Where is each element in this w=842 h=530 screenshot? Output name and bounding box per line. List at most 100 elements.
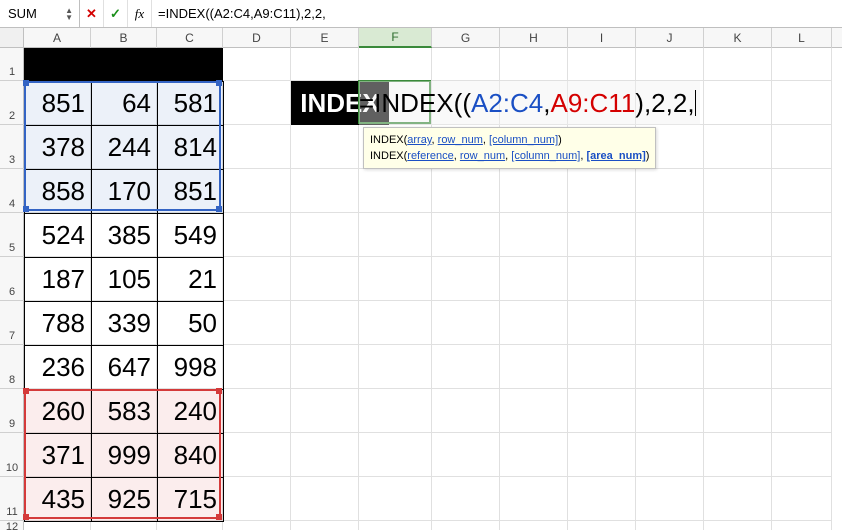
data-cell[interactable]: 999	[92, 434, 158, 478]
cell-I6[interactable]	[568, 257, 636, 301]
data-cell[interactable]: 50	[158, 302, 224, 346]
data-cell[interactable]: 371	[25, 434, 92, 478]
data-cell[interactable]: 925	[92, 478, 158, 522]
cell-K12[interactable]	[704, 521, 772, 530]
row-header-6[interactable]: 6	[0, 257, 24, 301]
data-cell[interactable]: 814	[158, 126, 224, 170]
column-header-C[interactable]: C	[157, 28, 223, 48]
cell-G11[interactable]	[432, 477, 500, 521]
cell-G8[interactable]	[432, 345, 500, 389]
cell-E5[interactable]	[291, 213, 359, 257]
cell-H12[interactable]	[500, 521, 568, 530]
data-cell[interactable]: 524	[25, 214, 92, 258]
cell-F7[interactable]	[359, 301, 432, 345]
data-cell[interactable]: 170	[92, 170, 158, 214]
inline-formula-editor[interactable]: =INDEX((A2:C4,A9:C11),2,2,	[359, 81, 700, 125]
column-header-K[interactable]: K	[704, 28, 772, 48]
column-header-H[interactable]: H	[500, 28, 568, 48]
name-box[interactable]: ▲ ▼	[0, 0, 80, 27]
column-header-E[interactable]: E	[291, 28, 359, 48]
cell-G7[interactable]	[432, 301, 500, 345]
function-arguments-tooltip[interactable]: INDEX(array, row_num, [column_num])INDEX…	[363, 127, 656, 169]
cell-J8[interactable]	[636, 345, 704, 389]
column-header-B[interactable]: B	[91, 28, 157, 48]
row-header-2[interactable]: 2	[0, 81, 24, 125]
row-header-11[interactable]: 11	[0, 477, 24, 521]
cell-K5[interactable]	[704, 213, 772, 257]
cell-D2[interactable]	[223, 81, 291, 125]
data-cell[interactable]: 840	[158, 434, 224, 478]
cell-K11[interactable]	[704, 477, 772, 521]
cell-E3[interactable]	[291, 125, 359, 169]
column-header-D[interactable]: D	[223, 28, 291, 48]
data-cell[interactable]: 851	[25, 82, 92, 126]
cells-area[interactable]: 8516458137824481485817085152438554918710…	[24, 48, 842, 530]
cell-I9[interactable]	[568, 389, 636, 433]
cell-L8[interactable]	[772, 345, 832, 389]
cell-B12[interactable]	[91, 521, 157, 530]
cell-J10[interactable]	[636, 433, 704, 477]
chevron-down-icon[interactable]: ▼	[65, 14, 73, 21]
cell-E4[interactable]	[291, 169, 359, 213]
name-box-input[interactable]	[6, 5, 56, 22]
cell-G12[interactable]	[432, 521, 500, 530]
data-cell[interactable]: 385	[92, 214, 158, 258]
data-cell[interactable]: 583	[92, 390, 158, 434]
cell-F12[interactable]	[359, 521, 432, 530]
accept-formula-button[interactable]: ✓	[104, 0, 128, 27]
cell-F5[interactable]	[359, 213, 432, 257]
cell-G5[interactable]	[432, 213, 500, 257]
cell-D5[interactable]	[223, 213, 291, 257]
row-header-4[interactable]: 4	[0, 169, 24, 213]
row-header-12[interactable]: 12	[0, 521, 24, 530]
cell-F8[interactable]	[359, 345, 432, 389]
cell-H7[interactable]	[500, 301, 568, 345]
cell-I10[interactable]	[568, 433, 636, 477]
cell-L6[interactable]	[772, 257, 832, 301]
cell-H6[interactable]	[500, 257, 568, 301]
cell-L2[interactable]	[772, 81, 832, 125]
row-header-7[interactable]: 7	[0, 301, 24, 345]
cell-J5[interactable]	[636, 213, 704, 257]
row-header-3[interactable]: 3	[0, 125, 24, 169]
cell-E7[interactable]	[291, 301, 359, 345]
cell-L7[interactable]	[772, 301, 832, 345]
cell-E12[interactable]	[291, 521, 359, 530]
cell-I8[interactable]	[568, 345, 636, 389]
cell-L1[interactable]	[772, 48, 832, 81]
cell-D9[interactable]	[223, 389, 291, 433]
cell-I4[interactable]	[568, 169, 636, 213]
cell-E8[interactable]	[291, 345, 359, 389]
cell-L9[interactable]	[772, 389, 832, 433]
cell-D8[interactable]	[223, 345, 291, 389]
cell-D1[interactable]	[223, 48, 291, 81]
cell-K3[interactable]	[704, 125, 772, 169]
cell-K2[interactable]	[704, 81, 772, 125]
row-header-10[interactable]: 10	[0, 433, 24, 477]
data-cell[interactable]: 244	[92, 126, 158, 170]
column-header-A[interactable]: A	[24, 28, 91, 48]
cell-F9[interactable]	[359, 389, 432, 433]
data-cell[interactable]: 378	[25, 126, 92, 170]
cell-D12[interactable]	[223, 521, 291, 530]
cell-H10[interactable]	[500, 433, 568, 477]
column-header-G[interactable]: G	[432, 28, 500, 48]
cell-H8[interactable]	[500, 345, 568, 389]
data-cell[interactable]: 260	[25, 390, 92, 434]
cell-J6[interactable]	[636, 257, 704, 301]
cell-H11[interactable]	[500, 477, 568, 521]
fx-button[interactable]: fx	[128, 0, 152, 27]
data-cell[interactable]: 851	[158, 170, 224, 214]
data-cell[interactable]: 998	[158, 346, 224, 390]
cell-K10[interactable]	[704, 433, 772, 477]
cell-I7[interactable]	[568, 301, 636, 345]
cell-E1[interactable]	[291, 48, 359, 81]
data-cell[interactable]: 240	[158, 390, 224, 434]
column-header-L[interactable]: L	[772, 28, 832, 48]
cell-J12[interactable]	[636, 521, 704, 530]
cell-I5[interactable]	[568, 213, 636, 257]
data-cell[interactable]: 187	[25, 258, 92, 302]
cell-I1[interactable]	[568, 48, 636, 81]
cell-D11[interactable]	[223, 477, 291, 521]
data-cell[interactable]: 339	[92, 302, 158, 346]
